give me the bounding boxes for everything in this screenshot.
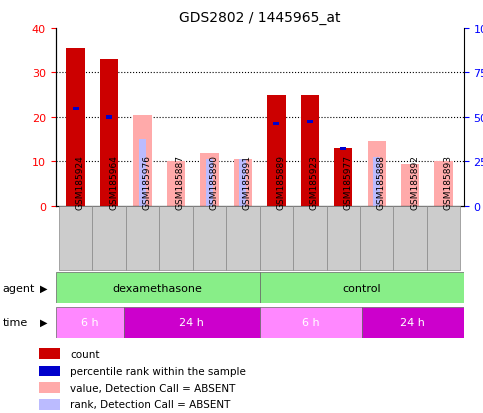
Text: GSM185923: GSM185923 [310, 155, 319, 210]
Text: ▶: ▶ [40, 283, 47, 293]
Bar [307, 121, 313, 124]
Text: dexamethasone: dexamethasone [113, 283, 202, 293]
Bar [360, 206, 394, 271]
Bar [373, 158, 380, 206]
Bar [341, 147, 346, 150]
Bar [56, 307, 124, 338]
Bar [106, 116, 112, 119]
Bar [401, 164, 419, 206]
Bar [39, 382, 60, 393]
Bar [59, 206, 92, 271]
Text: GSM185924: GSM185924 [76, 155, 85, 210]
Text: 6 h: 6 h [302, 317, 319, 328]
Bar [260, 206, 293, 271]
Bar [362, 307, 464, 338]
Text: GSM185889: GSM185889 [276, 155, 285, 210]
Bar [226, 206, 260, 271]
Bar [234, 160, 252, 206]
Bar [327, 206, 360, 271]
Text: GSM185892: GSM185892 [410, 155, 419, 210]
Bar [240, 160, 246, 206]
Text: rank, Detection Call = ABSENT: rank, Detection Call = ABSENT [70, 399, 230, 409]
Text: time: time [2, 317, 28, 328]
Bar [56, 273, 260, 304]
Bar [434, 162, 453, 206]
Bar [100, 60, 118, 206]
Text: value, Detection Call = ABSENT: value, Detection Call = ABSENT [70, 383, 235, 393]
Text: GSM185976: GSM185976 [142, 155, 152, 210]
Bar [427, 206, 460, 271]
Bar [39, 366, 60, 377]
Bar [39, 348, 60, 359]
Bar [193, 206, 226, 271]
Bar [260, 307, 362, 338]
Text: GSM185893: GSM185893 [443, 155, 453, 210]
Text: GSM185891: GSM185891 [243, 155, 252, 210]
Bar [206, 160, 213, 206]
Text: control: control [342, 283, 381, 293]
Bar [133, 116, 152, 206]
Bar [273, 123, 279, 126]
Bar [159, 206, 193, 271]
Bar [200, 153, 219, 206]
Text: GSM185890: GSM185890 [210, 155, 218, 210]
Bar [260, 273, 464, 304]
Text: GSM185888: GSM185888 [377, 155, 386, 210]
Bar [126, 206, 159, 271]
Bar [394, 206, 427, 271]
Bar [334, 149, 353, 206]
Bar [39, 399, 60, 410]
Bar [72, 107, 79, 110]
Text: agent: agent [2, 283, 35, 293]
Text: GSM185964: GSM185964 [109, 155, 118, 210]
Bar [368, 142, 386, 206]
Text: percentile rank within the sample: percentile rank within the sample [70, 366, 246, 376]
Bar [92, 206, 126, 271]
Bar [293, 206, 327, 271]
Bar [124, 307, 260, 338]
Text: GSM185887: GSM185887 [176, 155, 185, 210]
Text: 24 h: 24 h [179, 317, 204, 328]
Bar [267, 95, 285, 206]
Text: 24 h: 24 h [400, 317, 425, 328]
Bar [167, 162, 185, 206]
Text: GSM185977: GSM185977 [343, 155, 352, 210]
Text: ▶: ▶ [40, 317, 47, 328]
Title: GDS2802 / 1445965_at: GDS2802 / 1445965_at [179, 11, 341, 25]
Bar [300, 95, 319, 206]
Bar [67, 49, 85, 206]
Text: 6 h: 6 h [81, 317, 99, 328]
Bar [139, 140, 146, 206]
Text: count: count [70, 349, 99, 359]
